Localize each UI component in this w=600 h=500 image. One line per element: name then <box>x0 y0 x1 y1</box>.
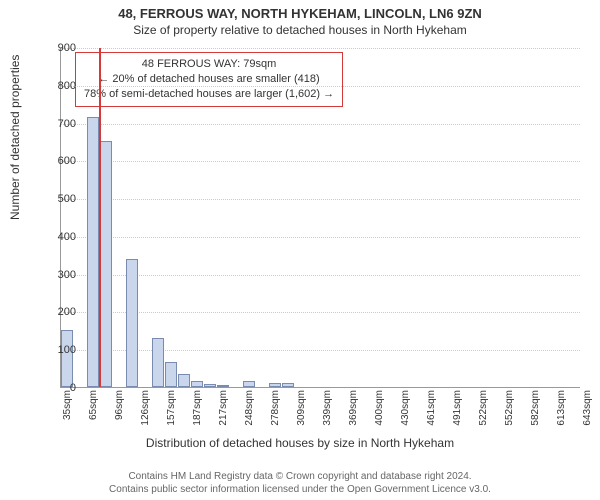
chart-title-sub: Size of property relative to detached ho… <box>0 21 600 41</box>
grid-line <box>61 199 580 200</box>
x-tick-label: 430sqm <box>400 390 411 440</box>
grid-line <box>61 237 580 238</box>
histogram-bar <box>100 141 112 387</box>
grid-line <box>61 275 580 276</box>
plot-region: 48 FERROUS WAY: 79sqm ← 20% of detached … <box>60 48 580 388</box>
x-tick-label: 613sqm <box>556 390 567 440</box>
chart-footer: Contains HM Land Registry data © Crown c… <box>0 470 600 496</box>
x-tick-label: 552sqm <box>504 390 515 440</box>
info-line-1: 48 FERROUS WAY: 79sqm <box>84 57 334 72</box>
y-tick-label: 400 <box>46 231 76 243</box>
histogram-bar <box>217 385 229 387</box>
y-tick-label: 300 <box>46 269 76 281</box>
marker-line <box>99 48 101 387</box>
histogram-bar <box>269 383 281 387</box>
y-tick-label: 800 <box>46 80 76 92</box>
grid-line <box>61 312 580 313</box>
y-tick-label: 500 <box>46 193 76 205</box>
x-tick-label: 126sqm <box>140 390 151 440</box>
x-tick-label: 339sqm <box>322 390 333 440</box>
histogram-bar <box>178 374 190 387</box>
y-tick-label: 100 <box>46 344 76 356</box>
y-tick-label: 700 <box>46 118 76 130</box>
x-tick-label: 643sqm <box>582 390 593 440</box>
x-tick-label: 35sqm <box>62 390 73 440</box>
histogram-bar <box>87 117 99 387</box>
histogram-bar <box>243 381 255 387</box>
chart-title-main: 48, FERROUS WAY, NORTH HYKEHAM, LINCOLN,… <box>0 0 600 21</box>
x-tick-label: 187sqm <box>192 390 203 440</box>
histogram-bar <box>152 338 164 387</box>
x-tick-label: 400sqm <box>374 390 385 440</box>
x-tick-label: 157sqm <box>166 390 177 440</box>
y-tick-label: 600 <box>46 155 76 167</box>
grid-line <box>61 48 580 49</box>
grid-line <box>61 124 580 125</box>
y-tick-label: 900 <box>46 42 76 54</box>
histogram-bar <box>204 384 216 387</box>
x-tick-label: 248sqm <box>244 390 255 440</box>
x-tick-label: 278sqm <box>270 390 281 440</box>
info-line-3: 78% of semi-detached houses are larger (… <box>84 87 334 102</box>
y-axis-label: Number of detached properties <box>8 55 22 220</box>
info-line-2: ← 20% of detached houses are smaller (41… <box>84 72 334 87</box>
x-tick-label: 582sqm <box>530 390 541 440</box>
histogram-bar <box>282 383 294 387</box>
x-tick-label: 217sqm <box>218 390 229 440</box>
chart-area: 48 FERROUS WAY: 79sqm ← 20% of detached … <box>60 48 580 418</box>
x-tick-label: 96sqm <box>114 390 125 440</box>
x-tick-label: 491sqm <box>452 390 463 440</box>
histogram-bar <box>126 259 138 387</box>
x-tick-label: 309sqm <box>296 390 307 440</box>
histogram-bar <box>61 330 73 387</box>
grid-line <box>61 161 580 162</box>
y-tick-label: 200 <box>46 306 76 318</box>
footer-line-1: Contains HM Land Registry data © Crown c… <box>0 470 600 483</box>
x-tick-label: 65sqm <box>88 390 99 440</box>
histogram-bar <box>191 381 203 387</box>
x-tick-label: 522sqm <box>478 390 489 440</box>
grid-line <box>61 350 580 351</box>
x-tick-label: 369sqm <box>348 390 359 440</box>
histogram-bar <box>165 362 177 387</box>
marker-info-box: 48 FERROUS WAY: 79sqm ← 20% of detached … <box>75 52 343 107</box>
grid-line <box>61 86 580 87</box>
x-tick-label: 461sqm <box>426 390 437 440</box>
footer-line-2: Contains public sector information licen… <box>0 483 600 496</box>
